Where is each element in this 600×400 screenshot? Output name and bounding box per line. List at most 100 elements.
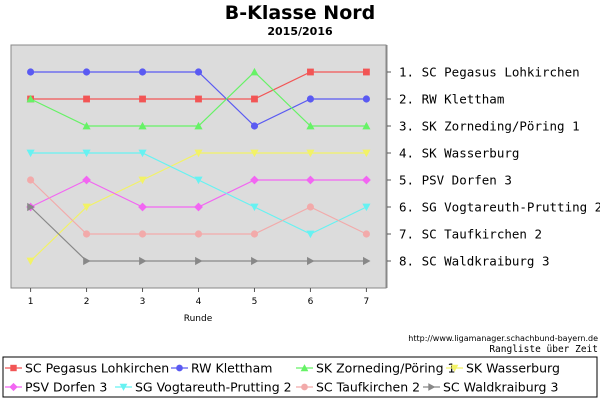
legend: SC Pegasus Lohkirchen RW Klettham SK Zorne… xyxy=(5,361,560,395)
series-point xyxy=(362,203,371,212)
rank-label: 3. SK Zorneding/Pöring 1 xyxy=(399,119,580,134)
legend-item: SC Waldkraiburg 3 xyxy=(423,380,558,395)
series-point xyxy=(27,68,35,76)
series-point xyxy=(250,122,259,130)
series-point xyxy=(138,68,147,76)
legend-item: SK Zorneding/Pöring 1 xyxy=(296,361,455,376)
series-point xyxy=(27,176,35,184)
series-point xyxy=(194,68,203,76)
rank-label: 2. RW Klettham xyxy=(399,92,504,107)
chart-subtitle: 2015/2016 xyxy=(267,25,333,38)
rank-label: 7. SC Taufkirchen 2 xyxy=(399,227,542,242)
series-point xyxy=(82,149,91,158)
rank-label: 6. SG Vogtareuth-Prutting 2 xyxy=(399,200,600,215)
series-5 xyxy=(26,175,371,212)
legend-label: SC Taufkirchen 2 xyxy=(316,380,420,395)
rank-label: 8. SC Waldkraiburg 3 xyxy=(399,254,550,269)
series-point xyxy=(306,230,315,239)
legend-marker xyxy=(450,364,459,372)
legend-label: PSV Dorfen 3 xyxy=(25,380,107,395)
series-point xyxy=(363,68,370,76)
series-point xyxy=(250,149,259,158)
chart-title: B-Klasse Nord xyxy=(225,2,375,24)
legend-label: SK Zorneding/Pöring 1 xyxy=(316,361,455,376)
legend-item: RW Klettham xyxy=(171,361,272,376)
legend-marker xyxy=(119,383,128,391)
legend-item: SK Wasserburg xyxy=(446,361,560,376)
legend-item: SG Vogtareuth-Prutting 2 xyxy=(115,380,292,395)
series-point xyxy=(251,256,259,266)
series-point xyxy=(83,95,90,103)
x-axis-label: Runde xyxy=(184,314,213,324)
series-point xyxy=(362,149,371,158)
chart-caption: Rangliste über Zeit xyxy=(489,344,598,355)
legend-label: SK Wasserburg xyxy=(466,361,560,376)
series-point xyxy=(251,95,258,103)
series-point xyxy=(306,149,315,158)
series-point xyxy=(194,176,203,185)
series-point xyxy=(138,121,147,130)
series-point xyxy=(362,230,370,238)
series-2 xyxy=(27,68,370,130)
series-point xyxy=(361,175,371,185)
series-point xyxy=(82,230,91,238)
series-point xyxy=(362,121,371,130)
legend-label: SC Pegasus Lohkirchen xyxy=(25,361,169,376)
series-3 xyxy=(26,67,371,130)
series-point xyxy=(195,256,203,266)
series-point xyxy=(26,257,35,266)
series-point xyxy=(27,202,35,212)
series-point xyxy=(362,95,370,103)
series-point xyxy=(194,149,203,158)
rank-label: 4. SK Wasserburg xyxy=(399,146,519,161)
series-point xyxy=(307,256,315,266)
rank-label: 1. SC Pegasus Lohkirchen xyxy=(399,65,580,80)
x-tick-label: 7 xyxy=(364,297,370,307)
series-point xyxy=(250,67,259,76)
rank-labels: 1. SC Pegasus Lohkirchen 2. RW Klettham 3.… xyxy=(387,65,600,269)
series-point xyxy=(306,175,315,185)
rank-label: 5. PSV Dorfen 3 xyxy=(399,173,512,188)
legend-marker xyxy=(301,383,308,391)
series-point xyxy=(306,121,315,130)
legend-label: SG Vogtareuth-Prutting 2 xyxy=(135,380,292,395)
series-4 xyxy=(26,149,371,266)
legend-marker xyxy=(428,383,436,391)
series-point xyxy=(139,256,147,266)
series-point xyxy=(82,203,91,212)
series-point xyxy=(194,230,203,238)
series-point xyxy=(138,230,147,238)
legend-marker xyxy=(10,364,17,372)
series-layer xyxy=(26,67,371,266)
series-point xyxy=(82,68,91,76)
legend-box xyxy=(2,356,598,398)
legend-marker xyxy=(176,364,183,372)
source-url: http://www.ligamanager.schachbund-bayern… xyxy=(408,334,598,343)
series-8 xyxy=(27,202,371,266)
x-tick-label: 4 xyxy=(196,297,202,307)
legend-marker xyxy=(9,382,18,392)
series-point xyxy=(26,94,35,103)
series-point xyxy=(363,256,371,266)
series-point xyxy=(306,95,315,103)
series-point xyxy=(138,149,147,158)
series-point xyxy=(194,121,203,130)
legend-item: SC Pegasus Lohkirchen xyxy=(5,361,169,376)
series-point xyxy=(139,95,146,103)
series-point xyxy=(195,95,202,103)
legend-label: RW Klettham xyxy=(191,361,272,376)
series-point xyxy=(83,256,91,266)
x-axis-ticks: 1 2 3 4 5 6 7 xyxy=(28,288,370,307)
series-point xyxy=(250,203,259,212)
series-point xyxy=(26,149,35,158)
series-point xyxy=(250,175,259,185)
series-6 xyxy=(26,149,371,239)
series-point xyxy=(138,202,147,212)
legend-item: SC Taufkirchen 2 xyxy=(296,380,420,395)
series-point xyxy=(250,230,259,238)
x-tick-label: 6 xyxy=(308,297,314,307)
series-point xyxy=(82,121,91,130)
series-point xyxy=(138,176,147,185)
series-point xyxy=(306,203,315,211)
